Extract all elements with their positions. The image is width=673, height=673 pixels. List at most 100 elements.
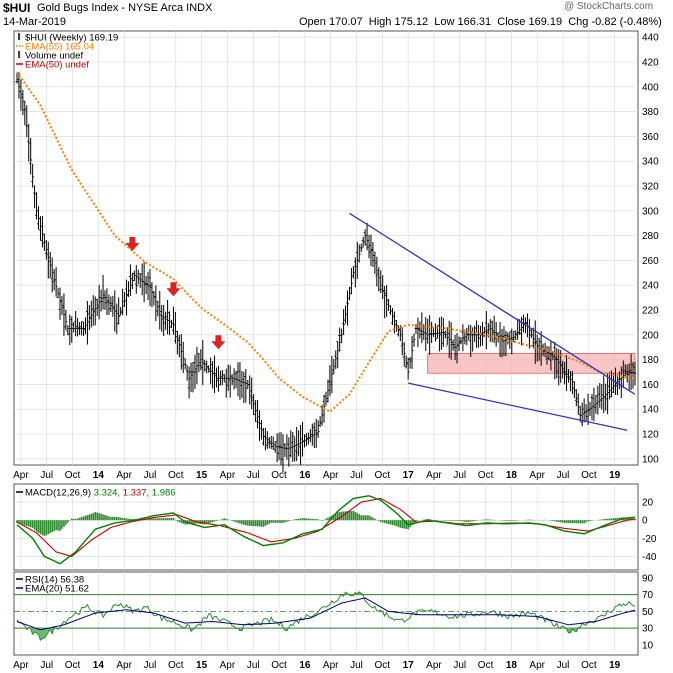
x-tick-label: Jul bbox=[453, 660, 466, 671]
chart-name: Gold Bugs Index - NYSE Arca INDX bbox=[37, 2, 213, 14]
x-tick-label: Oct bbox=[375, 660, 391, 671]
x-tick-label: 15 bbox=[196, 660, 208, 671]
x-tick-label: Oct bbox=[168, 660, 184, 671]
x-tick-label: Jul bbox=[557, 470, 570, 481]
x-tick-label: Apr bbox=[13, 470, 29, 481]
low-label: Low bbox=[434, 16, 455, 28]
price-y-tick: 400 bbox=[642, 82, 659, 93]
macd-frame bbox=[13, 483, 639, 571]
price-y-tick: 320 bbox=[642, 182, 659, 193]
x-tick-label: Oct bbox=[271, 470, 287, 481]
chart-symbol: $HUI bbox=[3, 1, 31, 15]
red-arrow-icon bbox=[211, 335, 226, 350]
x-tick-label: 19 bbox=[609, 660, 621, 671]
price-y-tick: 300 bbox=[642, 206, 659, 217]
wedge-resistance-line bbox=[349, 212, 636, 395]
rsi-y-tick: 30 bbox=[642, 624, 654, 635]
price-y-tick: 360 bbox=[642, 132, 659, 143]
x-tick-label: Apr bbox=[220, 660, 236, 671]
x-tick-label: Apr bbox=[116, 660, 132, 671]
close-value: 169.19 bbox=[528, 16, 563, 28]
price-y-tick: 440 bbox=[642, 33, 659, 44]
close-label: Close bbox=[497, 16, 526, 28]
macd-y-tick: 20 bbox=[642, 498, 654, 509]
price-y-tick: 280 bbox=[642, 231, 659, 242]
x-tick-label: Apr bbox=[220, 470, 236, 481]
x-tick-label: 14 bbox=[93, 660, 105, 671]
low-value: 166.31 bbox=[457, 16, 492, 28]
high-value: 175.12 bbox=[394, 16, 429, 28]
x-tick-label: Apr bbox=[323, 660, 339, 671]
rsi-frame bbox=[13, 571, 639, 656]
price-y-tick: 380 bbox=[642, 107, 659, 118]
x-tick-label: Oct bbox=[271, 660, 287, 671]
x-tick-label: Oct bbox=[478, 470, 494, 481]
x-tick-label: Oct bbox=[581, 660, 597, 671]
x-tick-label: Jul bbox=[350, 660, 363, 671]
price-y-tick: 420 bbox=[642, 58, 659, 69]
x-tick-label: 16 bbox=[299, 470, 311, 481]
price-y-tick: 180 bbox=[642, 355, 659, 366]
price-y-tick: 260 bbox=[642, 256, 659, 267]
x-tick-label: Jul bbox=[350, 470, 363, 481]
chart-header: $HUI Gold Bugs Index - NYSE Arca INDX 14… bbox=[0, 0, 673, 30]
x-tick-label: 15 bbox=[196, 470, 208, 481]
rsi-legend-entry: EMA(20) 51.62 bbox=[25, 584, 89, 595]
x-tick-label: Oct bbox=[65, 660, 81, 671]
red-arrow-icon bbox=[166, 282, 181, 297]
macd-panel: -40 -20 0 20 MACD(12,26,9) 3.324, 1.337, 1.9… bbox=[13, 483, 657, 571]
x-tick-label: Apr bbox=[116, 470, 132, 481]
x-tick-label: Jul bbox=[144, 470, 157, 481]
rsi-legend-entry: RSI(14) 56.38 bbox=[25, 575, 84, 586]
x-tick-label: Oct bbox=[65, 470, 81, 481]
x-tick-label: Jul bbox=[247, 470, 260, 481]
price-legend-entry: EMA(55) 165.04 bbox=[25, 42, 94, 53]
x-tick-label: Apr bbox=[323, 470, 339, 481]
open-value: 170.07 bbox=[328, 16, 363, 28]
x-tick-label: 16 bbox=[299, 660, 311, 671]
x-tick-label: Apr bbox=[426, 660, 442, 671]
price-y-tick: 220 bbox=[642, 306, 659, 317]
x-tick-label: 19 bbox=[609, 470, 621, 481]
price-bars bbox=[15, 72, 637, 473]
red-arrow-icon bbox=[125, 236, 140, 251]
open-label: Open bbox=[299, 16, 326, 28]
rsi-y-tick: 10 bbox=[642, 640, 654, 651]
price-y-tick: 240 bbox=[642, 281, 659, 292]
macd-histogram bbox=[16, 510, 636, 537]
macd-y-tick: -40 bbox=[642, 552, 657, 563]
x-axis-lower: Apr Jul Oct 14 Apr Jul Oct 15 Apr Jul Oct 16 Apr Jul O… bbox=[13, 660, 621, 671]
x-tick-label: 14 bbox=[93, 470, 105, 481]
x-tick-label: 17 bbox=[403, 660, 415, 671]
ohlc-readout: Open 170.07 High 175.12 Low 166.31 Close… bbox=[299, 16, 662, 28]
chg-value: -0.82 (-0.48%) bbox=[591, 16, 662, 28]
price-y-tick: 140 bbox=[642, 405, 659, 416]
x-tick-label: Jul bbox=[40, 470, 53, 481]
price-y-tick: 340 bbox=[642, 157, 659, 168]
rsi-y-tick: 50 bbox=[642, 607, 654, 618]
price-panel: 100 120 140 160 180 200 220 240 260 280 300 320 340 3… bbox=[13, 30, 659, 473]
x-tick-label: Apr bbox=[426, 470, 442, 481]
x-tick-label: Jul bbox=[144, 660, 157, 671]
rsi-ema-line bbox=[16, 597, 636, 631]
chg-label: Chg bbox=[568, 16, 589, 28]
macd-y-tick: -20 bbox=[642, 534, 657, 545]
price-legend-entry: Volume undef bbox=[25, 51, 83, 62]
price-y-tick: 200 bbox=[642, 330, 659, 341]
x-tick-label: Oct bbox=[375, 470, 391, 481]
x-tick-label: Jul bbox=[453, 470, 466, 481]
price-legend-entry: EMA(50) undef bbox=[25, 60, 89, 71]
macd-line bbox=[16, 495, 636, 565]
price-legend-entry: $HUI (Weekly) 169.19 bbox=[25, 33, 118, 44]
price-y-tick: 100 bbox=[642, 454, 659, 465]
rsi-line bbox=[16, 591, 636, 641]
macd-legend: MACD(12,26,9) 3.324, 1.337, 1.986 bbox=[25, 488, 176, 499]
x-tick-label: 17 bbox=[403, 470, 415, 481]
x-tick-label: Jul bbox=[557, 660, 570, 671]
rsi-y-tick: 70 bbox=[642, 590, 654, 601]
x-tick-label: Apr bbox=[529, 470, 545, 481]
chart-date: 14-Mar-2019 bbox=[3, 16, 66, 28]
x-tick-label: Apr bbox=[13, 660, 29, 671]
